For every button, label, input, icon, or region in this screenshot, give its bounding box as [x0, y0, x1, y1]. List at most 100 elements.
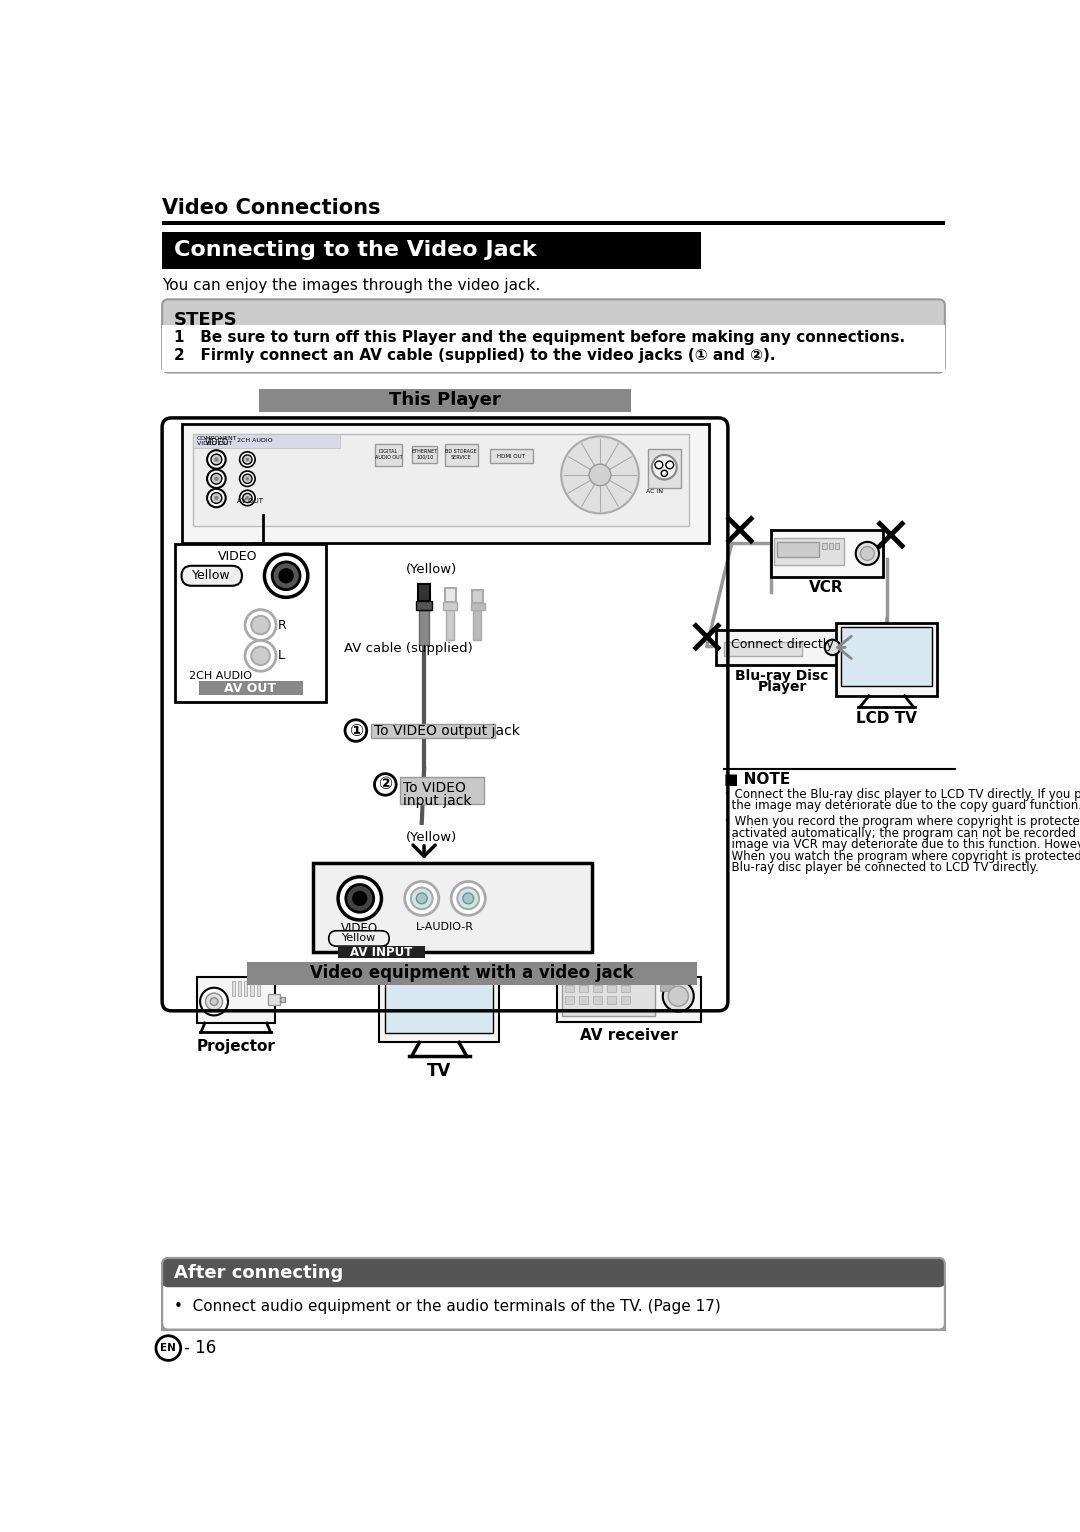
- Text: Connect directly: Connect directly: [731, 639, 834, 651]
- Bar: [836, 622, 937, 696]
- Text: Yellow: Yellow: [192, 570, 231, 582]
- Text: input jack: input jack: [403, 794, 472, 807]
- Circle shape: [243, 455, 252, 464]
- Circle shape: [245, 610, 276, 640]
- Circle shape: [590, 464, 611, 486]
- Bar: [621, 985, 631, 993]
- Circle shape: [463, 893, 474, 904]
- Text: 2   Firmly connect an AV cable (supplied) to the video jacks (① and ②).: 2 Firmly connect an AV cable (supplied) …: [174, 348, 775, 363]
- Circle shape: [345, 720, 367, 741]
- Bar: [247, 962, 697, 985]
- Bar: [471, 602, 485, 610]
- Text: (Yellow): (Yellow): [406, 830, 458, 844]
- Bar: [446, 610, 454, 640]
- Text: DIGITAL
AUDIO OUT: DIGITAL AUDIO OUT: [375, 449, 402, 460]
- Text: This Player: This Player: [389, 391, 501, 409]
- Circle shape: [663, 980, 693, 1011]
- Bar: [648, 449, 680, 489]
- Bar: [770, 530, 882, 576]
- Circle shape: [240, 452, 255, 467]
- Circle shape: [211, 453, 221, 464]
- Circle shape: [410, 887, 433, 908]
- Circle shape: [855, 542, 879, 565]
- Circle shape: [245, 458, 249, 461]
- FancyBboxPatch shape: [162, 299, 945, 372]
- Text: TV: TV: [427, 1062, 451, 1080]
- Text: VIDEO: VIDEO: [218, 550, 257, 564]
- Bar: [375, 444, 403, 466]
- Bar: [181, 424, 708, 544]
- Bar: [473, 610, 481, 640]
- Text: • When you record the program where copyright is protected, the copy guard funct: • When you record the program where copy…: [724, 815, 1080, 829]
- Text: VIDEO: VIDEO: [205, 438, 229, 447]
- Bar: [716, 631, 848, 665]
- Bar: [660, 982, 674, 991]
- Text: image via VCR may deteriorate due to this function. However, this is not a malfu: image via VCR may deteriorate due to thi…: [724, 838, 1080, 852]
- Text: ✕: ✕: [869, 516, 912, 564]
- Circle shape: [243, 493, 252, 502]
- Text: COMPONENT
VIDEO OUT: COMPONENT VIDEO OUT: [197, 435, 238, 446]
- Bar: [472, 590, 483, 602]
- Circle shape: [245, 496, 249, 499]
- Circle shape: [240, 470, 255, 487]
- Circle shape: [346, 884, 374, 912]
- Text: • Connect the Blu-ray disc player to LCD TV directly. If you play back the image: • Connect the Blu-ray disc player to LCD…: [724, 787, 1080, 801]
- Text: AV receiver: AV receiver: [580, 1028, 677, 1043]
- Bar: [828, 542, 834, 548]
- Bar: [445, 444, 477, 466]
- Bar: [193, 434, 689, 527]
- Circle shape: [458, 887, 480, 908]
- Text: (Yellow): (Yellow): [406, 562, 458, 576]
- Circle shape: [211, 473, 221, 484]
- Bar: [823, 542, 827, 548]
- Bar: [557, 977, 701, 1022]
- Bar: [232, 980, 235, 996]
- Bar: [777, 542, 820, 558]
- Bar: [565, 996, 575, 1003]
- Text: •  Connect audio equipment or the audio terminals of the TV. (Page 17): • Connect audio equipment or the audio t…: [174, 1299, 720, 1314]
- Bar: [444, 602, 458, 610]
- Circle shape: [338, 876, 381, 919]
- Circle shape: [211, 493, 221, 504]
- Text: Yellow: Yellow: [342, 933, 376, 944]
- Bar: [490, 449, 532, 463]
- Text: Blu-ray Disc: Blu-ray Disc: [735, 669, 828, 683]
- Text: L: L: [278, 650, 285, 662]
- Text: L-AUDIO-R: L-AUDIO-R: [416, 922, 474, 931]
- Bar: [259, 389, 631, 412]
- Circle shape: [245, 640, 276, 671]
- Bar: [565, 985, 575, 993]
- Bar: [370, 725, 495, 738]
- Bar: [238, 980, 241, 996]
- Circle shape: [245, 476, 249, 481]
- Text: BD STORAGE
SERVICE: BD STORAGE SERVICE: [445, 449, 477, 460]
- Circle shape: [416, 893, 428, 904]
- Text: - 16: - 16: [184, 1339, 216, 1357]
- Text: Connecting to the Video Jack: Connecting to the Video Jack: [174, 241, 537, 260]
- Text: 2CH AUDIO: 2CH AUDIO: [238, 438, 273, 443]
- Bar: [593, 985, 603, 993]
- Text: When you watch the program where copyright is protected, we recommend that the: When you watch the program where copyrig…: [724, 850, 1080, 863]
- Bar: [386, 970, 494, 1033]
- Text: AV OUT: AV OUT: [238, 498, 264, 504]
- Circle shape: [211, 997, 218, 1005]
- FancyBboxPatch shape: [181, 565, 242, 585]
- Text: ETHERNET
100/10: ETHERNET 100/10: [411, 449, 438, 460]
- Bar: [400, 777, 484, 804]
- Circle shape: [200, 988, 228, 1016]
- Text: ①: ①: [349, 722, 363, 740]
- Circle shape: [214, 496, 218, 501]
- Circle shape: [656, 461, 663, 469]
- Circle shape: [825, 640, 840, 656]
- Circle shape: [279, 568, 293, 582]
- Text: AV cable (supplied): AV cable (supplied): [345, 642, 473, 656]
- Bar: [379, 965, 499, 1042]
- Circle shape: [669, 987, 688, 1007]
- Text: AV OUT: AV OUT: [225, 682, 276, 694]
- Bar: [251, 980, 254, 996]
- Text: Player: Player: [757, 680, 807, 694]
- Text: VCR: VCR: [809, 579, 843, 594]
- Bar: [268, 994, 280, 1005]
- Bar: [313, 863, 592, 951]
- Bar: [774, 538, 845, 565]
